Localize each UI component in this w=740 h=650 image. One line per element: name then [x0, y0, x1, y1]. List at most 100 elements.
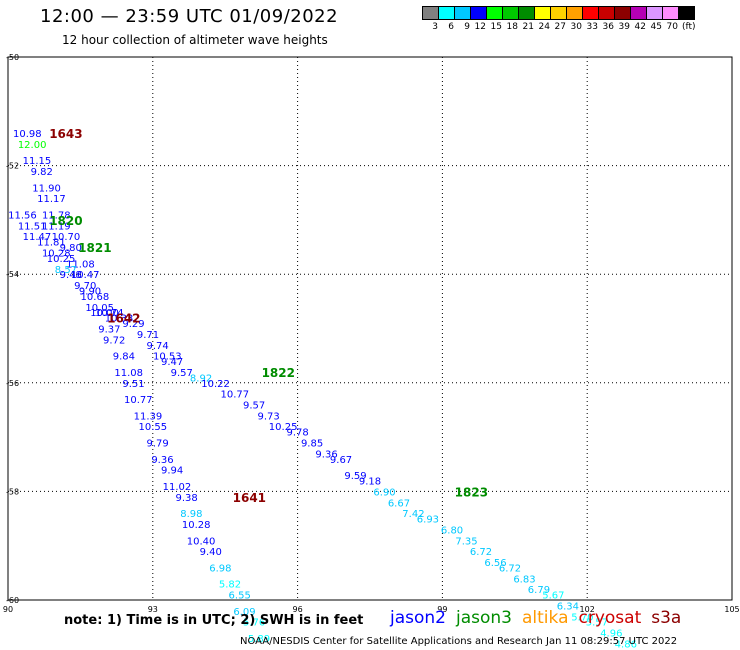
pass-time-label: 1642	[107, 312, 140, 326]
wave-height-label: 10.55	[138, 422, 167, 433]
wave-height-label: 5.82	[219, 580, 241, 591]
y-tick-label: -50	[6, 53, 19, 62]
color-scale-label: 36	[602, 22, 614, 32]
pass-time-label: 1822	[262, 366, 295, 380]
wave-height-label: 6.72	[499, 563, 521, 574]
wave-height-label: 9.90	[79, 286, 101, 297]
wave-height-label: 10.40	[187, 536, 216, 547]
wave-height-label: 10.77	[124, 395, 153, 406]
y-tick-label: -54	[6, 270, 19, 279]
wave-height-label: 6.83	[513, 574, 535, 585]
wave-height-label: 9.36	[315, 449, 337, 460]
wave-height-label: 4.86	[615, 639, 637, 650]
wave-height-label: 9.71	[137, 330, 159, 341]
wave-height-label: 11.81	[37, 238, 66, 249]
wave-height-label: 11.39	[134, 411, 163, 422]
legend-jason2: jason2	[390, 608, 446, 628]
wave-height-label: 10.47	[71, 270, 100, 281]
wave-height-label: 11.15	[23, 156, 52, 167]
color-scale-label: 30	[570, 22, 582, 32]
wave-height-label: 9.67	[330, 455, 352, 466]
color-scale-label: 6	[448, 22, 454, 32]
wave-height-label: 8.57	[55, 265, 77, 276]
color-scale-label: 42	[634, 22, 646, 32]
x-tick-label: 90	[3, 605, 13, 614]
wave-height-label: 9.29	[122, 319, 144, 330]
wave-height-label: 6.09	[233, 607, 255, 618]
pass-time-label: 1823	[455, 485, 488, 499]
color-scale-label: 9	[464, 22, 470, 32]
wave-height-label: 6.34	[557, 601, 579, 612]
wave-height-label: 9.36	[151, 455, 173, 466]
color-scale-label: 39	[618, 22, 630, 32]
wave-height-label: 12.00	[18, 140, 47, 151]
wave-height-label: 6.72	[470, 547, 492, 558]
wave-height-label: 9.85	[301, 439, 323, 450]
wave-height-label: 5.67	[542, 591, 564, 602]
legend-cryosat: cryosat	[578, 608, 642, 628]
color-scale-label: 12	[474, 22, 486, 32]
wave-height-label: 9.74	[146, 341, 168, 352]
color-scale-label: 33	[586, 22, 598, 32]
wave-height-label: 10.25	[269, 422, 298, 433]
color-scale-bar	[422, 6, 695, 20]
wave-height-label: 6.90	[373, 487, 395, 498]
wave-height-label: 9.78	[286, 428, 308, 439]
wave-height-label: 9.80	[60, 243, 82, 254]
color-scale-labels: 3 6 9 12 15 18 21 24 27 30 33 36 39 42 45 70 (ft)	[422, 22, 695, 32]
wave-height-label: 10.22	[201, 379, 230, 390]
wave-height-label: 10.77	[221, 390, 250, 401]
y-tick-label: -58	[6, 487, 19, 496]
wave-height-label: 10.98	[13, 129, 42, 140]
x-tick-label: 96	[293, 605, 303, 614]
wave-height-label: 9.73	[258, 411, 280, 422]
wave-height-label: 9.37	[98, 325, 120, 336]
color-scale-label: 27	[554, 22, 566, 32]
wave-height-label: 7.35	[455, 536, 477, 547]
y-tick-label: -60	[6, 596, 19, 605]
wave-height-label: 5.70	[571, 612, 593, 623]
color-scale-label: 15	[490, 22, 502, 32]
y-tick-label: -52	[6, 162, 19, 171]
wave-height-label: 10.28	[42, 248, 71, 259]
x-tick-label: 93	[148, 605, 158, 614]
wave-height-label: 10.05	[85, 303, 114, 314]
wave-height-label: 6.80	[441, 525, 463, 536]
color-swatch-16	[678, 6, 695, 20]
pass-time-label: 1821	[78, 241, 111, 255]
footnote: note: 1) Time is in UTC; 2) SWH is in fe…	[64, 613, 364, 628]
wave-height-label: 11.56	[8, 210, 37, 221]
wave-height-label: 9.38	[175, 493, 197, 504]
legend-jason3: jason3	[456, 608, 512, 628]
wave-height-label: 10.33	[105, 314, 134, 325]
x-tick-label: 99	[437, 605, 447, 614]
wave-height-label: 4.96	[600, 629, 622, 640]
wave-height-label: 10.00	[90, 308, 119, 319]
color-scale-label: 18	[506, 22, 518, 32]
wave-height-label: 11.78	[42, 210, 71, 221]
wave-height-label: 11.17	[37, 194, 66, 205]
wave-height-label: 6.56	[484, 558, 506, 569]
legend-altika: altika	[522, 608, 569, 628]
wave-height-label: 11.08	[114, 368, 143, 379]
wave-height-label: 5.57	[586, 618, 608, 629]
wave-height-label: 10.68	[81, 292, 110, 303]
wave-height-label: 10.25	[47, 254, 76, 265]
wave-height-label: 11.19	[42, 221, 71, 232]
pass-time-label: 1820	[49, 214, 82, 228]
wave-height-label: 10.53	[153, 352, 182, 363]
color-scale-label: 3	[432, 22, 438, 32]
wave-height-label: 9.84	[113, 352, 135, 363]
wave-height-label: 9.94	[161, 466, 183, 477]
satellite-legend: jason2 jason3 altika cryosat s3a	[390, 608, 681, 628]
plot-frame	[7, 56, 733, 601]
wave-height-label: 11.47	[23, 232, 52, 243]
wave-height-label: 11.02	[163, 482, 192, 493]
wave-height-label: 9.79	[146, 439, 168, 450]
x-tick-label: 105	[724, 605, 739, 614]
wave-height-label: 9.47	[161, 357, 183, 368]
wave-height-label: 9.18	[359, 477, 381, 488]
wave-height-label: 5.76	[243, 618, 265, 629]
wave-height-label: 11.90	[32, 183, 61, 194]
